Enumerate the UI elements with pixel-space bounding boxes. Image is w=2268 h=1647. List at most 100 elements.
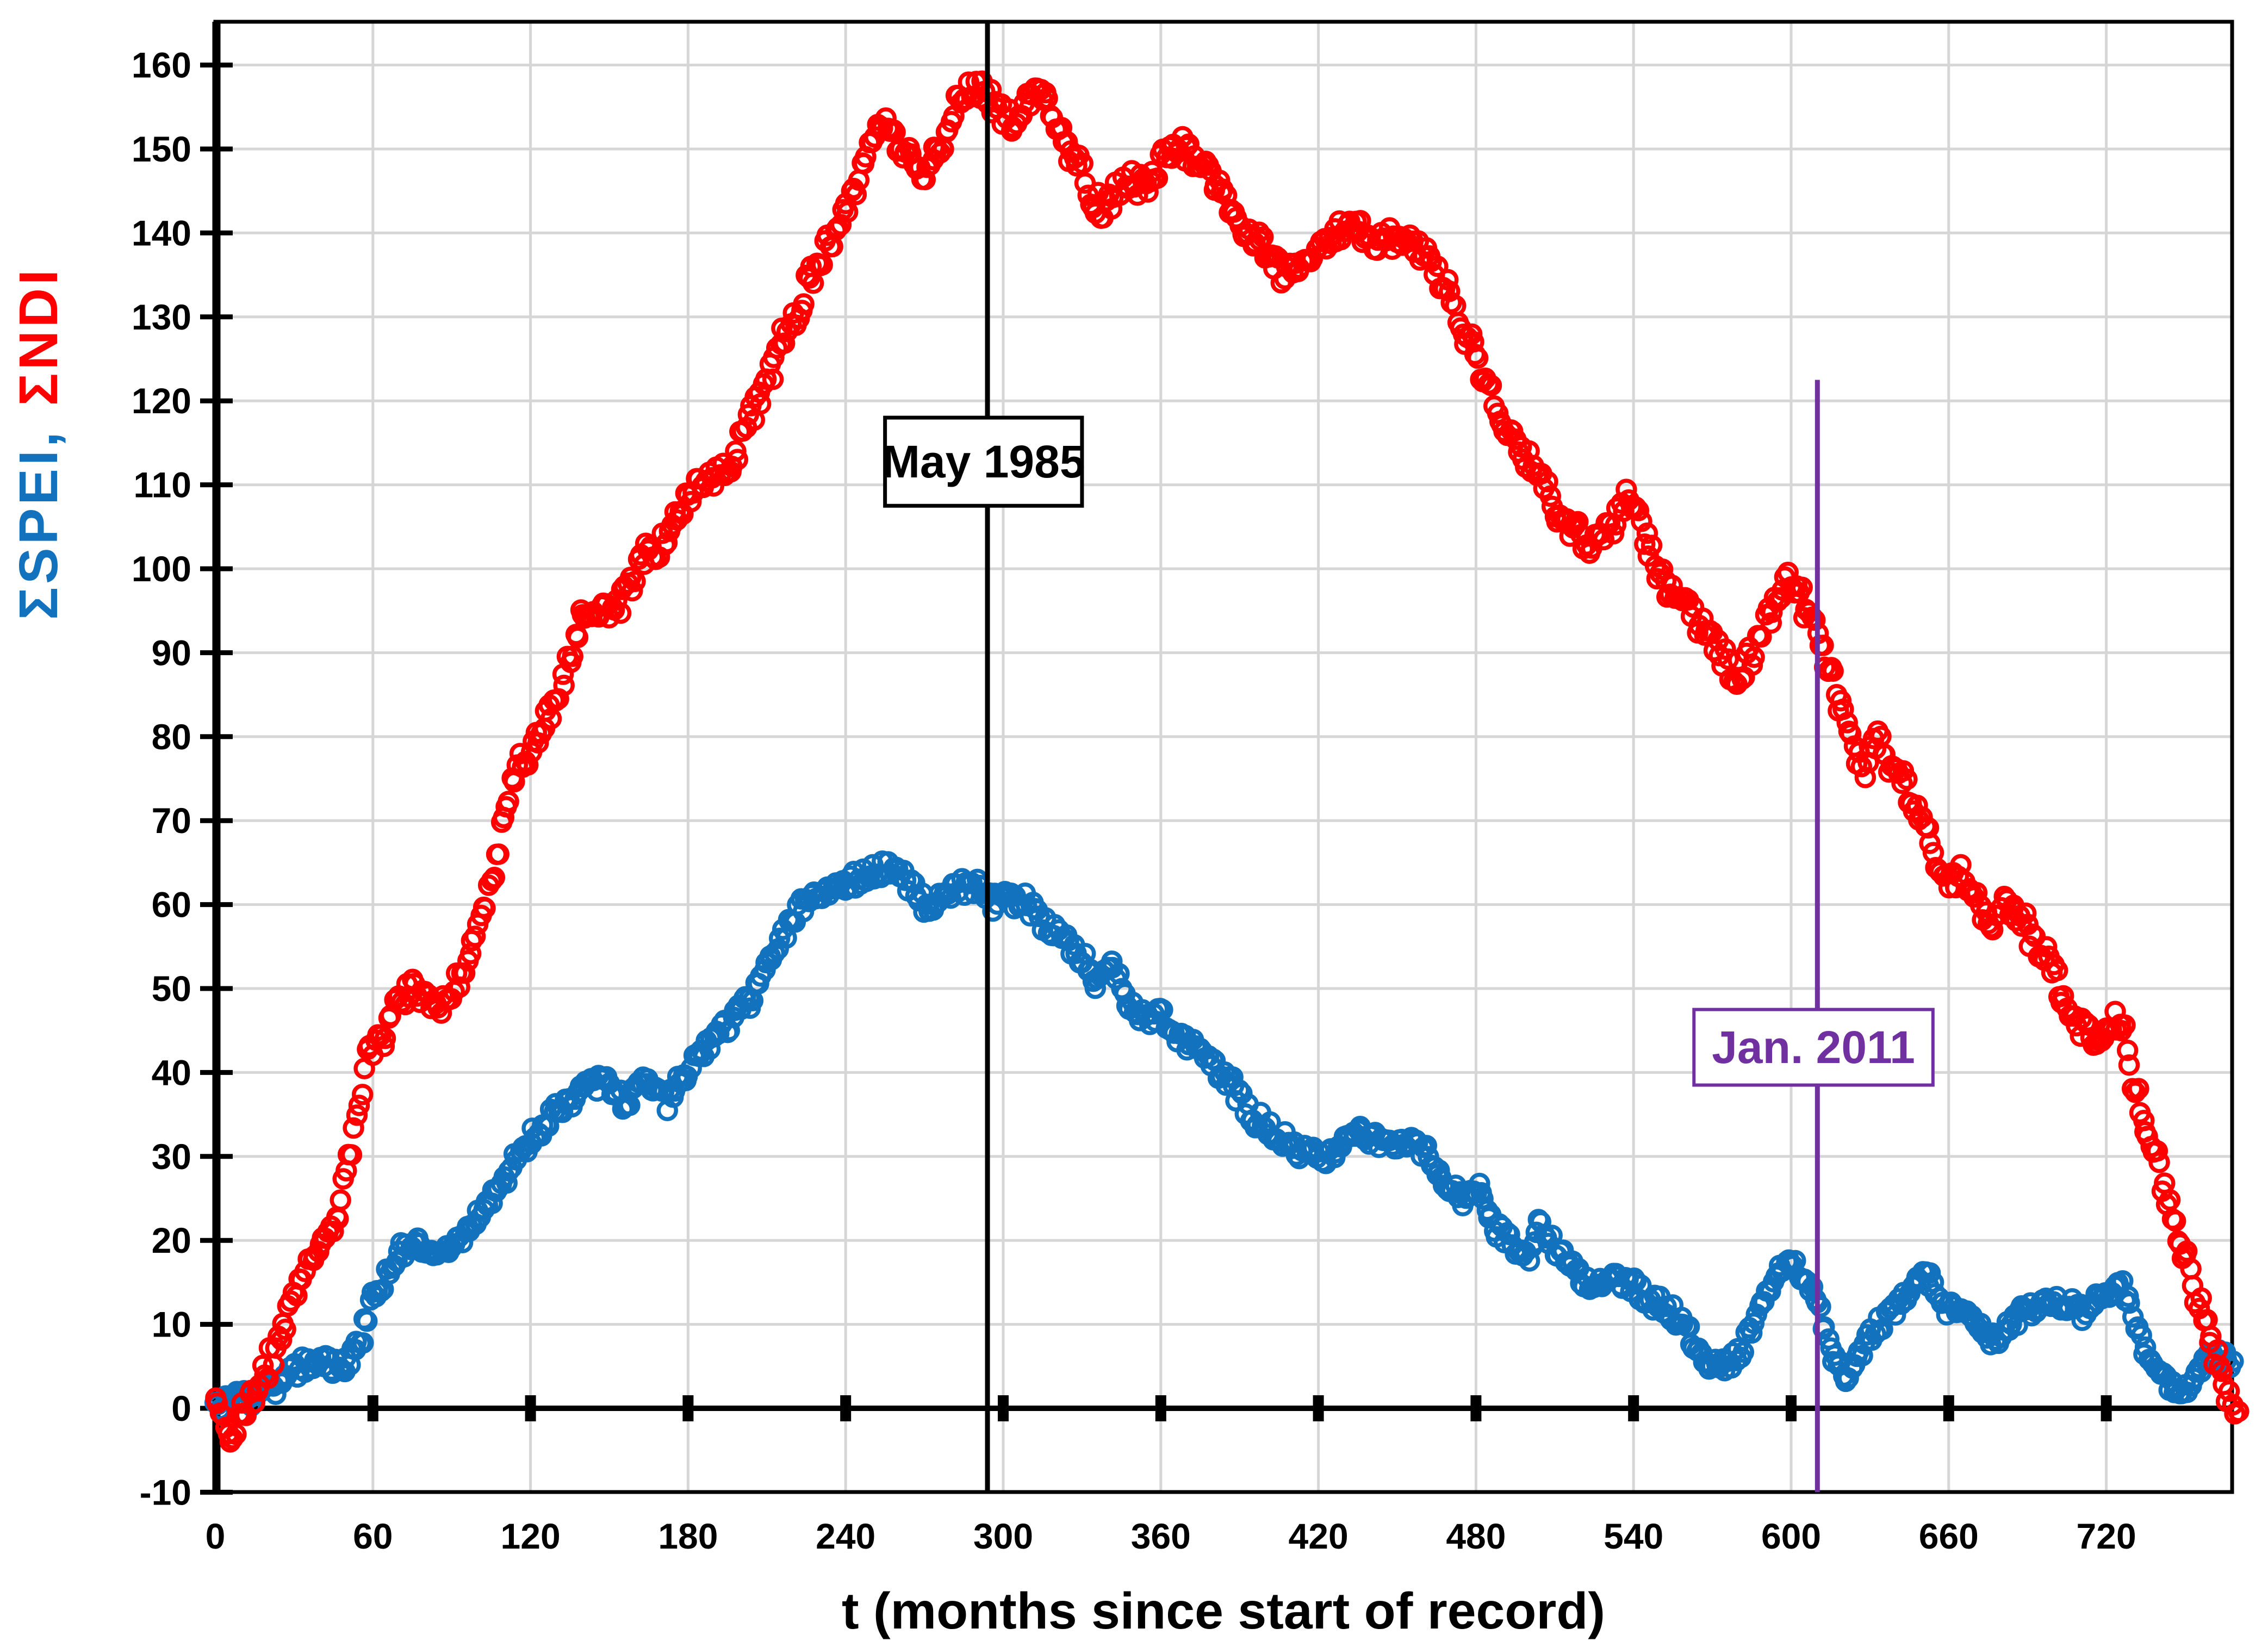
x-tick-label: 720 xyxy=(2077,1516,2136,1556)
x-axis-title: t (months since start of record) xyxy=(842,1582,1605,1640)
ndi-point xyxy=(1743,646,1765,668)
ndi-point xyxy=(348,1095,370,1116)
x-tick-label: 240 xyxy=(816,1516,875,1556)
x-axis-tick xyxy=(1628,1395,1639,1421)
y-tick-label: 70 xyxy=(152,800,191,841)
ndi-point xyxy=(488,843,509,865)
y-tick-label: 90 xyxy=(152,632,191,673)
ndi-point xyxy=(749,393,772,415)
ndi-point xyxy=(2159,1189,2181,1211)
ndi-point xyxy=(374,1027,396,1049)
ndi-point xyxy=(2015,902,2037,924)
ndi-point xyxy=(1602,523,1625,545)
ndi-point xyxy=(498,791,519,812)
spei-point xyxy=(699,1038,721,1060)
ndi-point xyxy=(1178,133,1200,155)
y-axis-title: ΣSPEI, ΣNDI xyxy=(8,266,69,620)
ndi-point xyxy=(1252,226,1274,248)
ndi-point xyxy=(2218,1380,2240,1402)
ndi-point xyxy=(845,183,867,206)
y-tick-label: 150 xyxy=(132,129,191,169)
y-tick-label: 0 xyxy=(171,1388,191,1428)
y-tick-label: 30 xyxy=(152,1136,191,1177)
ndi-point xyxy=(1427,256,1449,277)
ndi-point xyxy=(1750,626,1772,648)
annotation-boxes: May 1985 Jan. 2011 xyxy=(882,415,1935,1087)
ndi-point xyxy=(1717,648,1739,670)
ndi-point xyxy=(610,602,632,624)
ndi-point xyxy=(343,1117,364,1139)
ndi-point xyxy=(1437,269,1459,291)
ndi-point xyxy=(1822,660,1844,682)
event-lines xyxy=(985,23,1820,1493)
spei-point xyxy=(718,1020,741,1041)
ndi-point xyxy=(1146,167,1169,189)
spei-point xyxy=(2118,1292,2140,1314)
ndi-point xyxy=(811,254,833,276)
ndi-point xyxy=(802,272,824,294)
x-axis-tick xyxy=(1155,1395,1166,1421)
gridlines xyxy=(215,22,2232,1492)
ndi-series xyxy=(205,70,2250,1453)
y-tick-label: 40 xyxy=(152,1052,191,1092)
ndi-point xyxy=(1631,511,1652,532)
spei-point xyxy=(1743,1312,1765,1334)
spei-point xyxy=(1084,977,1107,999)
x-axis-tick xyxy=(998,1395,1009,1421)
ndi-point xyxy=(225,1424,247,1445)
ndi-point xyxy=(2146,1140,2168,1162)
ndi-point xyxy=(2148,1151,2170,1173)
spei-point xyxy=(1851,1345,1873,1366)
ndi-point xyxy=(620,567,642,588)
ndi-point xyxy=(483,867,506,888)
annotation-box-may-1985 xyxy=(883,415,1084,508)
y-tick-label: 110 xyxy=(134,465,191,505)
ndi-point xyxy=(562,645,583,667)
ndi-point xyxy=(1791,576,1813,599)
spei-point xyxy=(1415,1135,1438,1157)
x-axis-tick xyxy=(1470,1395,1482,1421)
ndi-point xyxy=(351,1084,374,1105)
ndi-point xyxy=(725,440,747,462)
ndi-point xyxy=(346,1104,368,1126)
spei-series xyxy=(204,850,2244,1422)
ndi-point xyxy=(330,1189,351,1211)
ndi-point xyxy=(622,580,643,602)
ndi-point xyxy=(827,217,849,239)
ndi-point xyxy=(373,1035,395,1057)
ndi-point xyxy=(1966,881,1988,904)
x-tick-label: 480 xyxy=(1446,1516,1506,1556)
x-axis-tick xyxy=(367,1395,378,1421)
y-tick-label: 130 xyxy=(132,297,191,337)
x-tick-label: 60 xyxy=(353,1516,393,1556)
y-tick-label: 140 xyxy=(132,213,191,253)
x-tick-label: 180 xyxy=(658,1516,718,1556)
spei-point xyxy=(1541,1225,1563,1246)
annotation-label-jan-2011: Jan. 2011 xyxy=(1712,1022,1915,1073)
ndi-point xyxy=(474,897,496,919)
ndi-point xyxy=(553,674,575,697)
ndi-point xyxy=(1567,511,1589,533)
ndi-point xyxy=(567,626,589,649)
x-tick-label: 360 xyxy=(1131,1516,1191,1556)
ndi-point xyxy=(1836,712,1858,734)
ndi-point xyxy=(2116,1039,2139,1061)
x-axis-tick xyxy=(1943,1395,1954,1421)
ndi-point xyxy=(793,293,815,315)
y-tick-label: 80 xyxy=(152,717,191,757)
ndi-point xyxy=(252,1354,274,1376)
ndi-point xyxy=(1636,522,1658,544)
ndi-point xyxy=(2164,1210,2186,1232)
y-tick-label: 100 xyxy=(132,549,191,589)
x-tick-label: 540 xyxy=(1604,1516,1663,1556)
ndi-point xyxy=(624,570,646,592)
ndi-point xyxy=(1804,609,1826,631)
y-tick-label: 50 xyxy=(152,968,191,1009)
x-tick-label: 120 xyxy=(501,1516,561,1556)
ndi-point xyxy=(773,332,796,354)
ndi-point xyxy=(1072,152,1093,175)
ndi-point xyxy=(2118,1054,2140,1076)
y-axis-title-spei: ΣSPEI, xyxy=(8,428,69,620)
ndi-point xyxy=(464,925,486,947)
ndi-point xyxy=(340,1144,363,1166)
